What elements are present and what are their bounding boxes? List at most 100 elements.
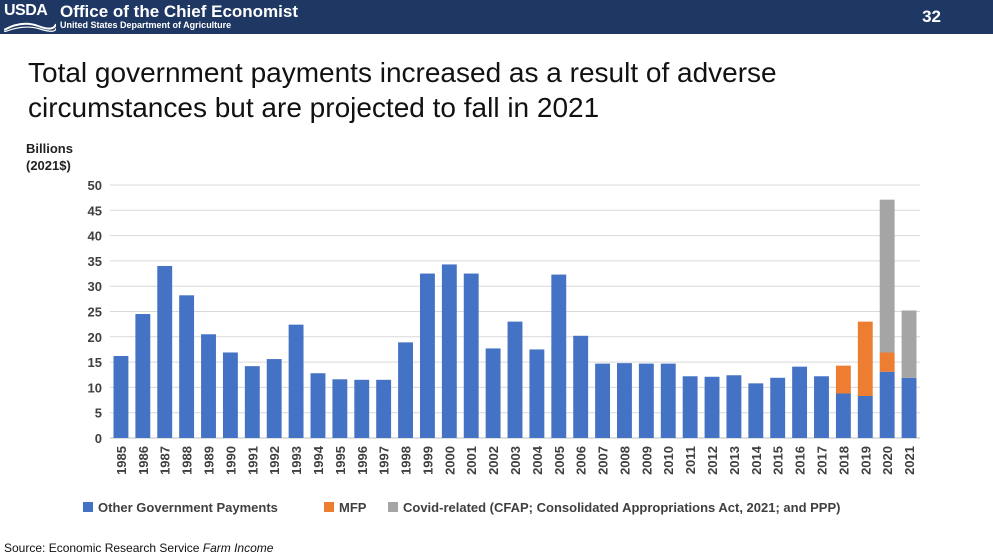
bar-segment — [835, 393, 851, 438]
x-tick-label: 2012 — [705, 446, 720, 475]
bar-segment — [704, 376, 720, 438]
x-tick-label: 2019 — [858, 446, 873, 475]
x-tick-label: 2007 — [596, 446, 611, 475]
legend-label: Covid-related (CFAP; Consolidated Approp… — [403, 500, 840, 515]
bar-segment — [398, 342, 413, 438]
bar-segment — [879, 199, 895, 353]
bar-segment — [770, 377, 786, 438]
bar-chart: 0 5 10 15 20 25 30 35 40 45 50 1985 1986 1987 1988 1989… — [83, 178, 920, 515]
office-title: Office of the Chief Economist — [60, 2, 299, 21]
bar-segment — [792, 366, 808, 438]
x-tick-label: 2016 — [793, 446, 808, 475]
x-tick-label: 2014 — [749, 445, 764, 475]
x-tick-label: 2004 — [530, 445, 545, 475]
bar-segment — [201, 334, 216, 438]
legend-swatch — [388, 502, 398, 512]
y-tick-label: 35 — [88, 254, 102, 269]
bar-segment — [901, 310, 917, 378]
bar-segment — [244, 366, 260, 438]
y-tick-label: 40 — [88, 229, 102, 244]
y-tick-label: 15 — [88, 355, 102, 370]
x-tick-label: 1989 — [202, 446, 217, 475]
source-prefix: Source: Economic Research Service — [4, 541, 200, 555]
bar-segment — [814, 376, 829, 438]
legend-swatch — [83, 502, 93, 512]
x-tick-label: 1992 — [267, 446, 282, 475]
x-tick-label: 1994 — [311, 445, 326, 475]
source-publication: Farm Income — [202, 541, 274, 555]
bar-segment — [901, 377, 917, 438]
x-tick-label: 1995 — [333, 446, 348, 475]
bar-segment — [857, 396, 873, 438]
bar-segment — [113, 356, 129, 438]
x-tick-label: 1997 — [377, 446, 392, 475]
bar-segment — [638, 363, 654, 438]
x-tick-label: 2009 — [639, 446, 654, 475]
bar-segment — [222, 352, 238, 438]
x-tick-label: 2015 — [771, 446, 786, 475]
bar-segment — [726, 375, 742, 438]
legend-label: Other Government Payments — [98, 500, 278, 515]
x-tick-label: 2005 — [552, 446, 567, 475]
bar-segment — [310, 373, 326, 438]
x-tick-label: 2011 — [683, 446, 698, 474]
x-tick-label: 1996 — [355, 446, 370, 475]
y-tick-label: 20 — [88, 330, 102, 345]
department-name: United States Department of Agriculture — [60, 20, 232, 30]
x-tick-label: 2018 — [836, 446, 851, 475]
legend-label: MFP — [339, 500, 367, 515]
bar-segment — [179, 295, 195, 438]
usda-logo-swoosh-icon — [4, 22, 56, 32]
x-tick-label: 1987 — [158, 446, 173, 475]
bar-segment — [660, 363, 676, 438]
bar-segment — [441, 264, 457, 438]
bar-segment — [617, 363, 632, 438]
y-tick-label: 10 — [88, 380, 102, 395]
bar-segment — [157, 265, 173, 438]
x-tick-label: 2000 — [442, 446, 457, 475]
x-tick-label: 2006 — [574, 446, 589, 475]
bar-segment — [507, 321, 523, 438]
bar-segment — [682, 376, 698, 438]
y-tick-label: 5 — [95, 406, 102, 421]
bar-segment — [551, 274, 567, 438]
x-tick-label: 2001 — [464, 446, 479, 475]
x-tick-label: 1986 — [136, 446, 151, 475]
x-tick-label: 1998 — [399, 446, 414, 475]
usda-logo-text: USDA — [4, 2, 48, 19]
x-tick-label: 2008 — [617, 446, 632, 475]
bar-segment — [879, 371, 895, 438]
x-tick-label: 2010 — [661, 446, 676, 475]
legend-swatch — [324, 502, 334, 512]
slide-title: Total government payments increased as a… — [28, 57, 777, 123]
bar-segment — [748, 383, 764, 438]
bar-segment — [857, 321, 873, 397]
x-tick-label: 2002 — [486, 446, 501, 475]
x-tick-label: 1991 — [245, 446, 260, 475]
bar-segment — [835, 365, 851, 394]
bar-segment — [419, 273, 435, 438]
y-tick-label: 30 — [88, 279, 102, 294]
y-tick-label: 50 — [88, 178, 102, 193]
y-tick-label: 0 — [95, 431, 102, 446]
source-note: Source: Economic Research Service Farm I… — [4, 541, 273, 555]
bar-segment — [266, 359, 282, 438]
y-tick-label: 25 — [88, 305, 102, 320]
usda-logo: USDA — [4, 2, 56, 32]
x-tick-label: 1999 — [420, 446, 435, 475]
x-tick-label: 1993 — [289, 446, 304, 475]
x-tick-label: 2020 — [880, 446, 895, 475]
x-tick-label: 2017 — [814, 446, 829, 475]
x-tick-label: 1988 — [180, 446, 195, 475]
y-axis-label: Billions (2021$) — [26, 141, 73, 173]
bar-segment — [288, 324, 304, 438]
x-tick-label: 1990 — [223, 446, 238, 475]
bar-segment — [485, 348, 501, 438]
bar-segment — [376, 379, 392, 438]
header-bar: USDA Office of the Chief Economist Unite… — [0, 0, 993, 34]
x-tick-label: 2021 — [902, 446, 917, 475]
bar-segment — [463, 273, 479, 438]
bar-segment — [135, 314, 151, 438]
bar-segment — [879, 352, 895, 372]
bar-segment — [573, 335, 589, 438]
